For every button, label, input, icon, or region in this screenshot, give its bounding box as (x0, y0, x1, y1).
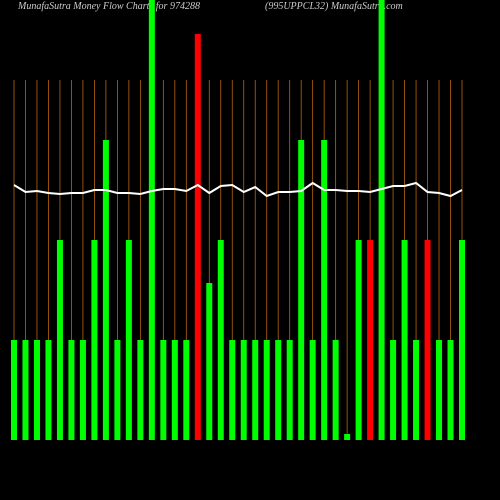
bar (413, 340, 420, 440)
bar (424, 240, 431, 440)
bar (125, 240, 132, 440)
bar (91, 240, 98, 440)
bar (206, 283, 213, 440)
bar (459, 240, 465, 440)
bar (378, 0, 385, 440)
bar (160, 340, 167, 440)
trend-line (13, 181, 463, 198)
bar (286, 340, 293, 440)
bar (11, 340, 17, 440)
chart-subtitle: (995UPPCL32) MunafaSutra.com (265, 1, 403, 12)
bar (367, 240, 374, 440)
chart-title: MunafaSutra Money Flow Charts for 974288 (17, 1, 200, 12)
bar (33, 340, 40, 440)
bar (344, 434, 351, 440)
bar (447, 340, 454, 440)
bar (309, 340, 316, 440)
bar (263, 340, 270, 440)
bar (298, 140, 305, 440)
bar (436, 340, 443, 440)
bar (183, 340, 190, 440)
bar (252, 340, 259, 440)
bar (79, 340, 86, 440)
bar (171, 340, 178, 440)
bar (229, 340, 236, 440)
bar (56, 240, 63, 440)
bar (217, 240, 224, 440)
bar (321, 140, 328, 440)
bar (332, 340, 339, 440)
bar (275, 340, 282, 440)
bar (137, 340, 144, 440)
bar (390, 340, 397, 440)
bar (22, 340, 29, 440)
bar (45, 340, 52, 440)
bar (114, 340, 121, 440)
bar (194, 34, 201, 440)
bar (355, 240, 362, 440)
bar (240, 340, 247, 440)
bar (102, 140, 109, 440)
bar (68, 340, 75, 440)
bar (148, 0, 155, 440)
bar (401, 240, 408, 440)
